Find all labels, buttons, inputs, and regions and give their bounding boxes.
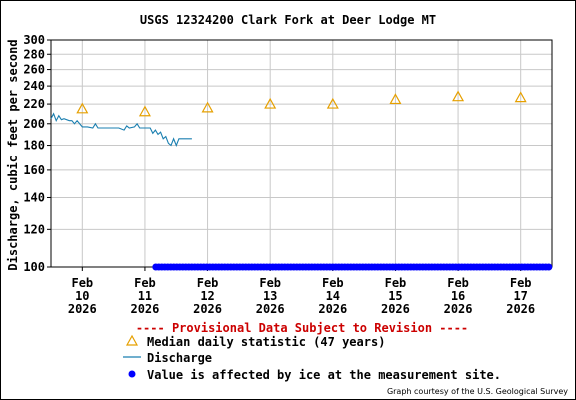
y-tick-label: 300 [23,33,45,47]
y-tick-label: 240 [23,79,45,93]
y-tick-label: 160 [23,163,45,177]
x-tick-label-line3: 2026 [506,302,535,316]
y-tick-label: 140 [23,190,45,204]
x-tick-label-line3: 2026 [318,302,347,316]
x-tick-label-line3: 2026 [381,302,410,316]
x-tick-label-line2: 14 [326,289,340,303]
y-tick-label: 120 [23,222,45,236]
x-tick-label-line1: Feb [322,276,344,290]
x-axis-ticks: Feb102026Feb112026Feb122026Feb132026Feb1… [68,267,535,316]
median-triangle-marker [326,97,339,109]
x-tick-label-line1: Feb [510,276,532,290]
y-axis-label: Discharge, cubic feet per second [6,39,20,270]
median-triangle-marker [264,97,277,109]
median-triangle-marker [452,90,465,102]
x-tick-label-line1: Feb [447,276,469,290]
x-tick-label-line3: 2026 [444,302,473,316]
x-tick-label-line2: 17 [513,289,527,303]
y-tick-label: 220 [23,97,45,111]
x-tick-label-line3: 2026 [193,302,222,316]
x-tick-label-line2: 12 [200,289,214,303]
x-tick-label-line1: Feb [259,276,281,290]
y-tick-label: 180 [23,139,45,153]
x-tick-label-line1: Feb [385,276,407,290]
y-tick-label: 280 [23,47,45,61]
median-triangle-marker [138,105,151,117]
legend: Median daily statistic (47 years) Discha… [123,334,501,382]
y-tick-label: 200 [23,117,45,131]
x-tick-label-line3: 2026 [256,302,285,316]
plot-gridlines [51,39,552,268]
ice-affected-dot [545,263,553,271]
chart-title: USGS 12324200 Clark Fork at Deer Lodge M… [140,13,436,27]
median-triangle-marker [76,102,89,114]
x-tick-label-line1: Feb [134,276,156,290]
x-tick-label-line1: Feb [71,276,93,290]
legend-median-triangle-icon [125,334,139,346]
legend-discharge-label: Discharge [147,351,212,365]
legend-ice-dot-icon [128,370,136,378]
x-tick-label-line3: 2026 [130,302,159,316]
x-tick-label-line2: 11 [138,289,152,303]
y-tick-label: 260 [23,63,45,77]
y-tick-label: 100 [23,260,45,274]
provisional-note: ---- Provisional Data Subject to Revisio… [136,321,468,335]
median-triangle-marker [201,101,214,113]
usgs-credit: Graph courtesy of the U.S. Geological Su… [387,387,568,396]
median-triangle-marker [514,91,527,103]
legend-median-label: Median daily statistic (47 years) [147,335,385,349]
plot-area [50,39,553,268]
x-tick-label-line2: 13 [263,289,277,303]
x-tick-label-line2: 16 [451,289,465,303]
median-triangle-marker [389,93,402,105]
discharge-line [50,112,192,147]
x-tick-label-line2: 10 [75,289,89,303]
series-layer [50,90,553,271]
x-tick-label-line3: 2026 [68,302,97,316]
x-tick-label-line2: 15 [388,289,402,303]
legend-ice-label: Value is affected by ice at the measurem… [147,368,501,382]
x-tick-label-line1: Feb [197,276,219,290]
